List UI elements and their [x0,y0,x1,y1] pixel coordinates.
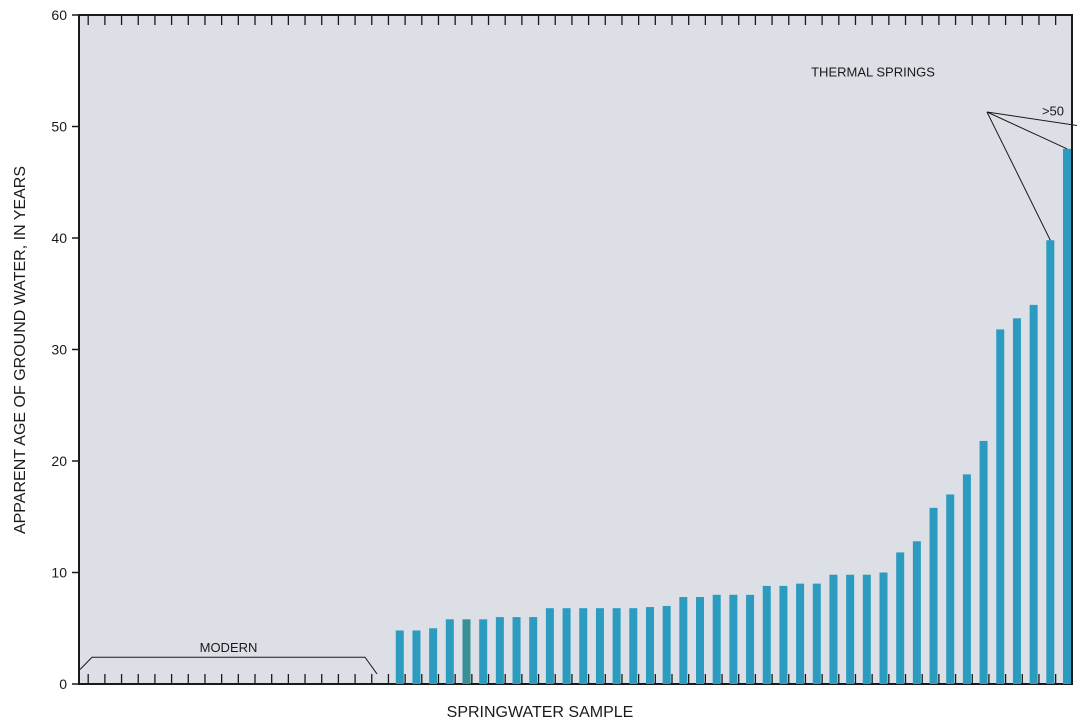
bar [712,594,721,684]
bar [412,630,421,684]
bar [929,507,938,684]
bar [495,617,504,684]
bar [612,608,621,684]
bar [545,608,554,684]
thermal-springs-leaders [986,111,1077,241]
bar [595,608,604,684]
bar [1029,304,1038,684]
bar [812,583,821,684]
bar [996,329,1005,684]
bar [696,597,705,684]
bar [962,474,971,684]
bar [1062,148,1071,685]
bar [445,619,454,684]
bars [395,148,1071,685]
bar [512,617,521,684]
annotations: MODERN THERMAL SPRINGS >50 [79,64,1077,675]
bar [746,594,755,684]
bar [896,552,905,684]
bar [912,541,921,684]
x-axis-ticks [87,15,1073,684]
modern-label: MODERN [200,640,258,655]
thermal-springs-label: THERMAL SPRINGS [811,64,935,79]
bar [829,574,838,684]
bar [645,607,654,684]
bar [662,605,671,684]
y-tick-label: 30 [51,342,67,358]
bar [862,574,871,684]
bar [579,608,588,684]
y-axis-ticks: 0 10 20 30 40 50 60 [51,7,79,692]
bar [979,440,988,684]
bar [1046,240,1055,685]
bar [779,585,788,684]
thermal-leader-line [986,111,1051,241]
bar [729,594,738,684]
bar [762,585,771,684]
bar [946,494,955,684]
bar [462,619,471,684]
bar [429,628,438,684]
bar [879,572,888,684]
x-axis-label: SPRINGWATER SAMPLE [447,704,634,721]
y-axis-label: APPARENT AGE OF GROUND WATER, IN YEARS [12,166,29,534]
thermal-leader-line [986,111,1077,127]
y-tick-label: 40 [51,230,67,246]
bar [846,574,855,684]
bar [479,619,488,684]
bar [562,608,571,684]
bar [679,597,688,684]
y-tick-label: 10 [51,565,67,581]
bar [395,630,404,684]
bar [629,608,638,684]
y-tick-label: 0 [59,676,67,692]
bar [796,583,805,684]
thermal-leader-line [986,111,1068,150]
plot-area [78,14,1073,685]
greater-than-50-label: >50 [1042,103,1064,118]
bar [1012,318,1021,684]
y-tick-label: 50 [51,119,67,135]
y-tick-label: 20 [51,453,67,469]
modern-bracket [79,656,378,675]
bar [529,617,538,684]
y-tick-label: 60 [51,7,67,23]
